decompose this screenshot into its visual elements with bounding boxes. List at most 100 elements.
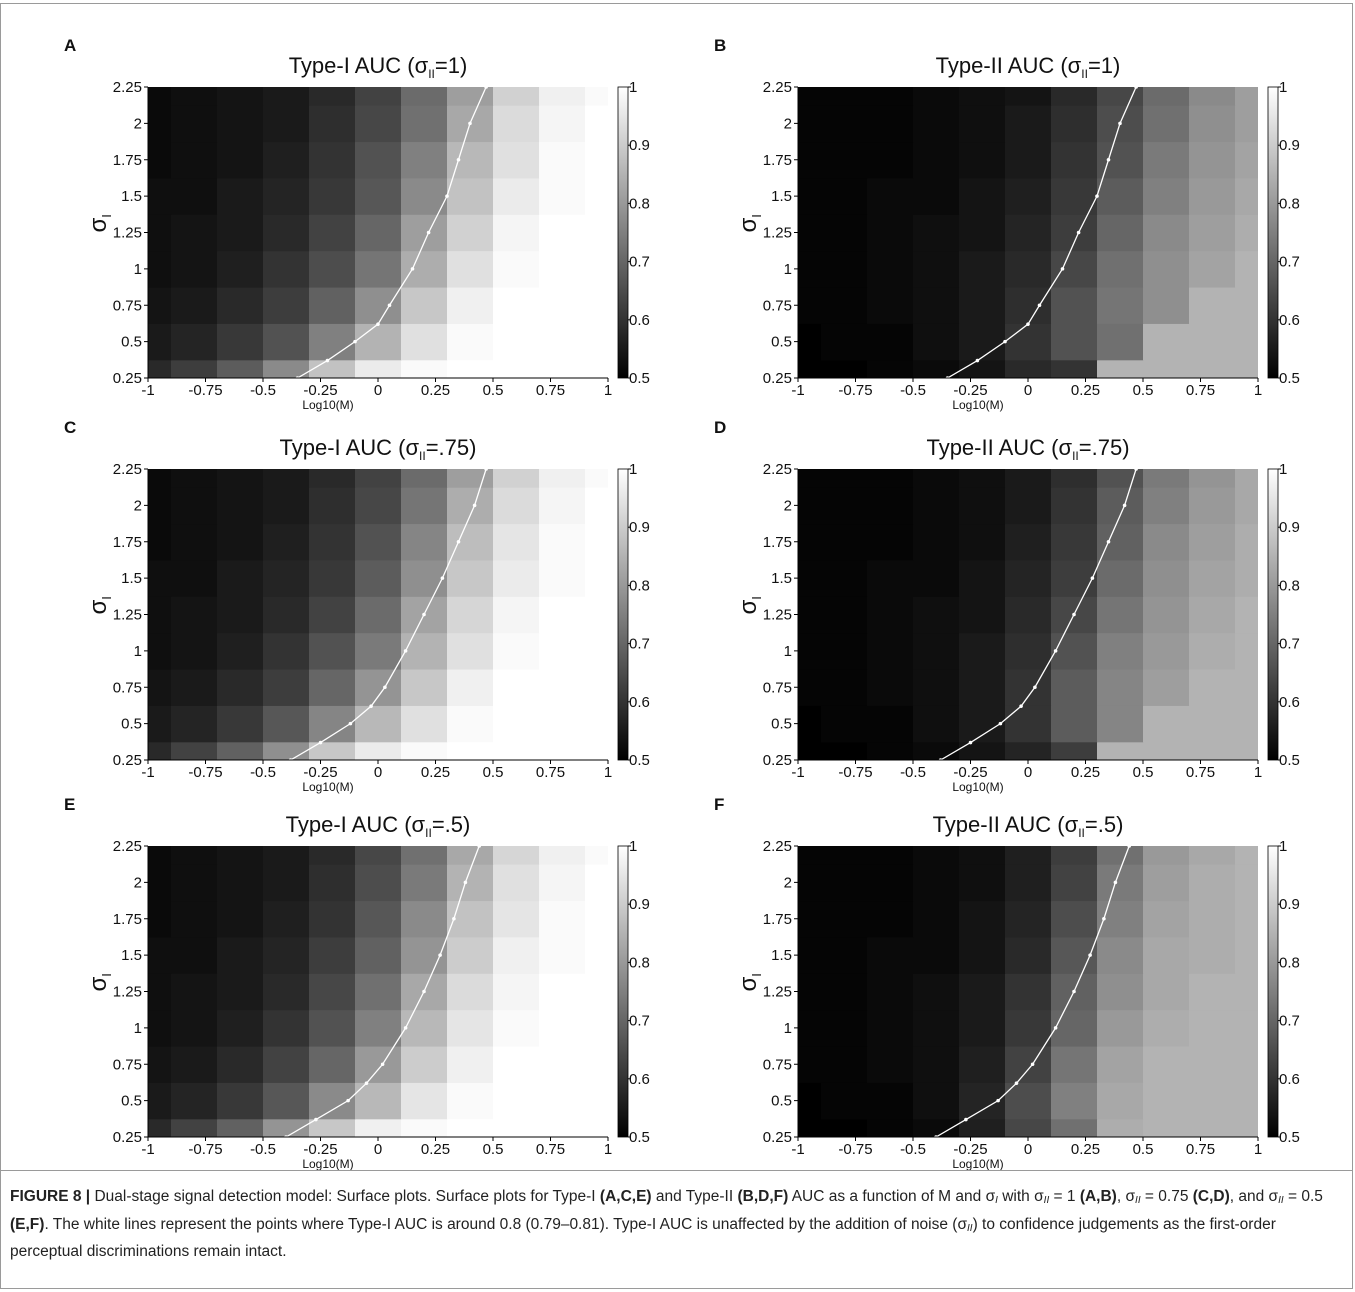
- cell: [171, 469, 218, 488]
- x-tick-label: -0.5: [250, 382, 276, 399]
- cell: [867, 469, 914, 488]
- cell: [263, 105, 310, 143]
- x-tick-label: -0.5: [900, 1141, 926, 1158]
- cell: [959, 596, 1006, 634]
- cell: [263, 287, 310, 324]
- y-label-main: σ: [85, 977, 112, 992]
- cell: [263, 705, 310, 743]
- title-main: Type-I AUC (σ: [280, 435, 420, 460]
- cell: [1189, 214, 1236, 252]
- x-tick-label: -0.75: [188, 764, 222, 781]
- y-tick-label: 0.5: [771, 334, 792, 351]
- cell: [1189, 596, 1236, 634]
- cell: [1097, 1046, 1144, 1083]
- title-sub: II: [1081, 67, 1088, 81]
- cell: [1097, 741, 1144, 760]
- contour-point: [348, 721, 353, 726]
- title-main: Type-II AUC (σ: [936, 53, 1082, 78]
- y-tick-label: 0.5: [771, 1093, 792, 1110]
- colorbar-tick-label: 0.8: [629, 577, 650, 594]
- cell: [148, 250, 172, 288]
- y-tick-label: 2: [134, 115, 142, 132]
- y-tick-label: 1.25: [113, 984, 142, 1001]
- cell: [1051, 487, 1098, 525]
- cell: [959, 632, 1006, 670]
- cell: [263, 846, 310, 865]
- panel: -1 -0.75 -0.5 -0.25 0 0.25 0.5 0.75 1 0.25 0.5 0.75…: [714, 418, 1300, 794]
- cell: [217, 973, 264, 1011]
- cell: [447, 632, 494, 670]
- x-axis-label: Log10(M): [952, 780, 1003, 794]
- colorbar-tick-label: 0.7: [1279, 254, 1300, 271]
- cell: [1005, 936, 1052, 974]
- colorbar-tick-label: 1: [1279, 461, 1287, 478]
- x-tick-label: 0.25: [421, 382, 450, 399]
- cell: [1005, 632, 1052, 670]
- cell: [1005, 250, 1052, 288]
- cell: [217, 846, 264, 865]
- cell: [447, 523, 494, 561]
- cell: [821, 487, 868, 525]
- cell: [585, 705, 608, 743]
- y-label-main: σ: [85, 600, 112, 615]
- cell: [867, 214, 914, 252]
- contour-point: [472, 503, 477, 508]
- cell: [1143, 87, 1190, 106]
- x-tick-label: -0.25: [953, 382, 987, 399]
- cell: [1097, 846, 1144, 865]
- contour-point: [369, 704, 373, 708]
- cell: [401, 1118, 448, 1137]
- panel-letter: B: [714, 36, 726, 55]
- x-tick-label: 0.5: [483, 1141, 504, 1158]
- cell: [821, 177, 868, 215]
- cell: [798, 632, 822, 670]
- colorbar-tick-label: 0.9: [629, 137, 650, 154]
- cell: [1143, 936, 1190, 974]
- cell: [959, 141, 1006, 179]
- cell: [539, 214, 586, 252]
- cell: [1235, 1082, 1258, 1120]
- contour-point: [440, 576, 445, 580]
- cell: [798, 250, 822, 288]
- cell: [1235, 214, 1258, 252]
- x-tick-label: 0.25: [1071, 1141, 1100, 1158]
- panel-letter: D: [714, 418, 726, 437]
- cell: [171, 177, 218, 215]
- cell: [148, 596, 172, 634]
- cell: [355, 1009, 402, 1047]
- contour-point: [314, 1117, 318, 1122]
- cell: [1097, 1118, 1144, 1137]
- cell: [1235, 487, 1258, 525]
- contour-point: [1037, 303, 1042, 308]
- contour-point: [403, 649, 408, 653]
- cell: [867, 523, 914, 561]
- cell: [148, 323, 172, 361]
- x-tick-label: 0: [374, 764, 382, 781]
- title-sub: II: [1078, 826, 1085, 840]
- cell: [171, 105, 218, 143]
- title-main: Type-I AUC (σ: [289, 53, 429, 78]
- cell: [1051, 632, 1098, 670]
- caption-run: = 0.75: [1140, 1188, 1193, 1205]
- y-tick-label: 1.75: [113, 911, 142, 928]
- cell: [309, 900, 356, 938]
- cell: [309, 141, 356, 179]
- contour-point: [964, 1117, 968, 1122]
- y-tick-label: 2.25: [113, 461, 142, 478]
- cell: [1051, 177, 1098, 215]
- cell: [1235, 864, 1258, 902]
- cell: [309, 669, 356, 706]
- contour-point: [426, 230, 431, 235]
- heatmap: [798, 87, 1258, 378]
- x-axis-label: Log10(M): [952, 398, 1003, 412]
- y-tick-label: 1.75: [763, 911, 792, 928]
- x-tick-label: -0.25: [303, 382, 337, 399]
- x-tick-label: -0.75: [188, 1141, 222, 1158]
- cell: [959, 214, 1006, 252]
- cell: [1235, 359, 1258, 378]
- cell: [1189, 105, 1236, 143]
- cell: [1235, 287, 1258, 324]
- cell: [493, 864, 540, 902]
- cell: [493, 487, 540, 525]
- cell: [309, 973, 356, 1011]
